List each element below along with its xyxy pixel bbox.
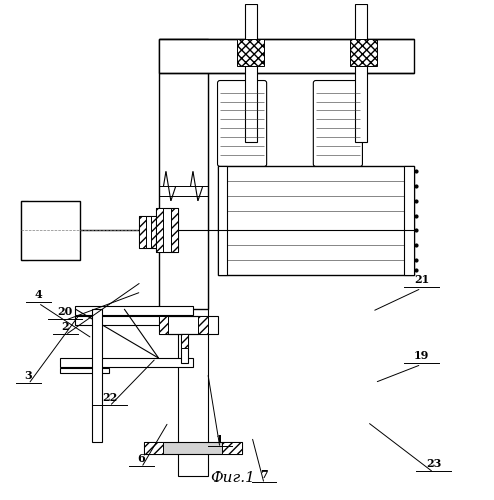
Bar [21, 201, 80, 260]
Bar [139, 216, 159, 248]
Bar [171, 208, 178, 252]
Bar [404, 166, 414, 274]
Bar [159, 39, 414, 73]
Text: 19: 19 [413, 350, 429, 361]
Bar [151, 216, 159, 248]
Bar [217, 166, 414, 274]
Text: 3: 3 [25, 370, 32, 381]
Text: 1: 1 [216, 434, 224, 444]
Bar [75, 306, 193, 316]
Text: Фиг.1: Фиг.1 [210, 472, 255, 486]
Text: 4: 4 [35, 288, 42, 300]
Bar [156, 208, 164, 252]
Text: 21: 21 [414, 274, 429, 285]
Text: 7: 7 [260, 470, 268, 480]
Bar [181, 334, 188, 348]
Text: 6: 6 [137, 454, 145, 464]
Bar [159, 39, 207, 309]
Polygon shape [21, 201, 29, 260]
Text: 23: 23 [426, 458, 441, 469]
FancyBboxPatch shape [313, 80, 363, 166]
Bar [159, 316, 168, 334]
Bar [222, 442, 242, 454]
Bar [237, 39, 264, 66]
Bar [60, 368, 110, 373]
Text: 22: 22 [102, 392, 117, 403]
Bar [355, 4, 368, 142]
Bar [178, 44, 207, 476]
Bar [156, 208, 178, 252]
Bar [181, 334, 188, 363]
Text: 2: 2 [61, 320, 69, 332]
Bar [139, 216, 146, 248]
Bar [159, 316, 217, 334]
Bar [75, 316, 193, 325]
Bar [60, 358, 193, 367]
Bar [245, 4, 257, 142]
Text: 20: 20 [58, 306, 73, 317]
Bar [144, 442, 164, 454]
FancyBboxPatch shape [217, 80, 267, 166]
Bar [217, 166, 227, 274]
Bar [198, 316, 207, 334]
Bar [144, 442, 242, 454]
Bar [350, 39, 377, 66]
Bar [92, 309, 102, 442]
